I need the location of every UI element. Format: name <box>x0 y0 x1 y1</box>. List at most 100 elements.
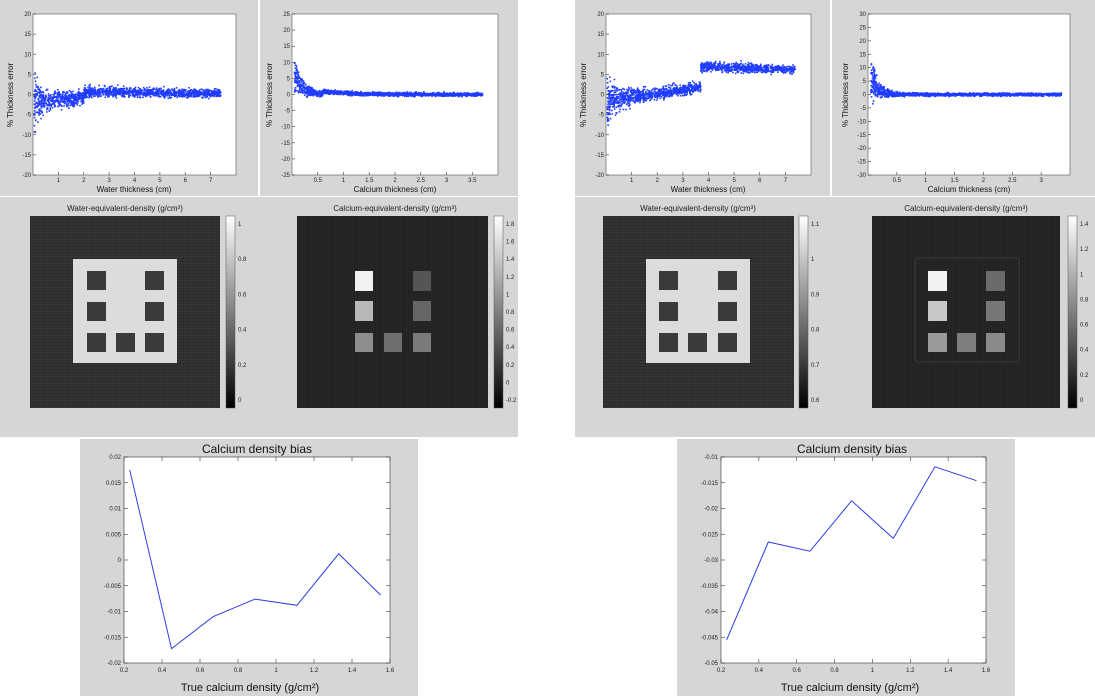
scatter-point <box>83 88 85 91</box>
scatter-point <box>111 94 114 96</box>
scatter-point <box>196 91 199 93</box>
scatter-point <box>75 98 78 101</box>
scatter-point <box>43 105 46 107</box>
scatter-point <box>349 91 351 94</box>
scatter-point <box>36 76 39 79</box>
scatter-point <box>53 100 56 103</box>
scatter-point <box>366 93 369 96</box>
scatter-point <box>128 92 131 95</box>
scatter-point <box>473 95 476 97</box>
scatter-point <box>466 94 468 97</box>
scatter-point <box>40 110 43 112</box>
scatter-point <box>355 93 358 96</box>
scatter-point <box>299 91 302 94</box>
scatter-point <box>64 92 67 95</box>
scatter-point <box>82 92 85 95</box>
scatter-point <box>172 91 175 93</box>
scatter-point <box>311 87 314 89</box>
scatter-point <box>145 90 148 93</box>
scatter-point <box>48 110 50 112</box>
scatter-point <box>139 87 141 90</box>
scatter-point <box>49 99 52 102</box>
scatter-point <box>67 98 70 100</box>
scatter-point <box>49 94 52 96</box>
scatter-point <box>327 91 330 94</box>
scatter-point <box>294 67 297 69</box>
scatter-point <box>125 87 128 90</box>
scatter-point <box>74 96 77 99</box>
scatter-point <box>41 91 43 93</box>
scatter-point <box>72 90 74 93</box>
scatter-point <box>215 90 217 93</box>
x-tick-label: 2 <box>82 178 86 184</box>
scatter-point <box>341 92 343 94</box>
scatter-point <box>296 81 298 84</box>
scatter-point <box>202 96 204 99</box>
scatter-point <box>153 88 155 91</box>
scatter-point <box>206 91 209 94</box>
scatter-point <box>219 94 221 97</box>
scatter-point <box>142 86 145 89</box>
scatter-point <box>100 90 103 93</box>
scatter-point <box>37 112 39 114</box>
scatter-point <box>311 88 314 91</box>
scatter-point <box>77 100 80 102</box>
scatter-point <box>121 92 124 95</box>
scatter-point <box>97 96 100 98</box>
scatter-point <box>118 88 120 91</box>
scatter-point <box>39 100 42 102</box>
scatter-point <box>62 93 64 96</box>
scatter-point <box>294 79 296 82</box>
scatter-point <box>37 88 39 90</box>
scatter-point <box>298 80 301 82</box>
scatter-point <box>192 92 194 95</box>
scatter-point <box>96 94 99 97</box>
y-tick-label: -20 <box>22 173 31 179</box>
scatter-point <box>70 95 73 98</box>
scatter-point <box>68 96 70 99</box>
scatter-point <box>159 95 162 98</box>
scatter-point <box>426 92 428 95</box>
scatter-point <box>205 92 207 95</box>
scatter-point <box>53 102 55 104</box>
scatter-point <box>81 99 84 102</box>
scatter-point <box>77 91 79 94</box>
scatter-point <box>157 92 160 95</box>
scatter-point <box>302 86 304 89</box>
scatter-point <box>177 94 180 97</box>
scatter-point <box>465 93 468 96</box>
scatter-point <box>66 105 68 108</box>
scatter-point <box>300 90 303 92</box>
scatter-point <box>58 101 60 103</box>
scatter-point <box>315 95 318 97</box>
scatter-point <box>40 117 42 120</box>
scatter-point <box>393 95 395 97</box>
scatter-point <box>33 112 36 115</box>
scatter-point <box>114 90 117 92</box>
scatter-point <box>312 91 315 94</box>
scatter-point <box>66 95 68 98</box>
scatter-point <box>87 91 90 93</box>
scatter-point <box>96 91 99 93</box>
scatter-point <box>36 102 39 105</box>
scatter-point <box>210 91 213 93</box>
scatter-point <box>296 84 299 86</box>
scatter-point <box>72 97 75 100</box>
scatter-point <box>108 95 110 98</box>
scatter-point <box>83 87 86 89</box>
scatter-point <box>293 62 296 64</box>
scatter-point <box>57 99 60 102</box>
scatter-point <box>38 104 40 106</box>
scatter-point <box>187 91 189 94</box>
scatter-point <box>150 89 153 91</box>
y-tick-label: 10 <box>24 52 31 58</box>
scatter-point <box>443 92 445 94</box>
scatter-point <box>294 64 297 67</box>
scatter-point <box>183 88 185 91</box>
scatter-point <box>447 94 449 97</box>
scatter-point <box>307 87 310 90</box>
scatter-point <box>156 90 158 93</box>
scatter-point <box>67 103 70 105</box>
scatter-point <box>373 94 376 96</box>
